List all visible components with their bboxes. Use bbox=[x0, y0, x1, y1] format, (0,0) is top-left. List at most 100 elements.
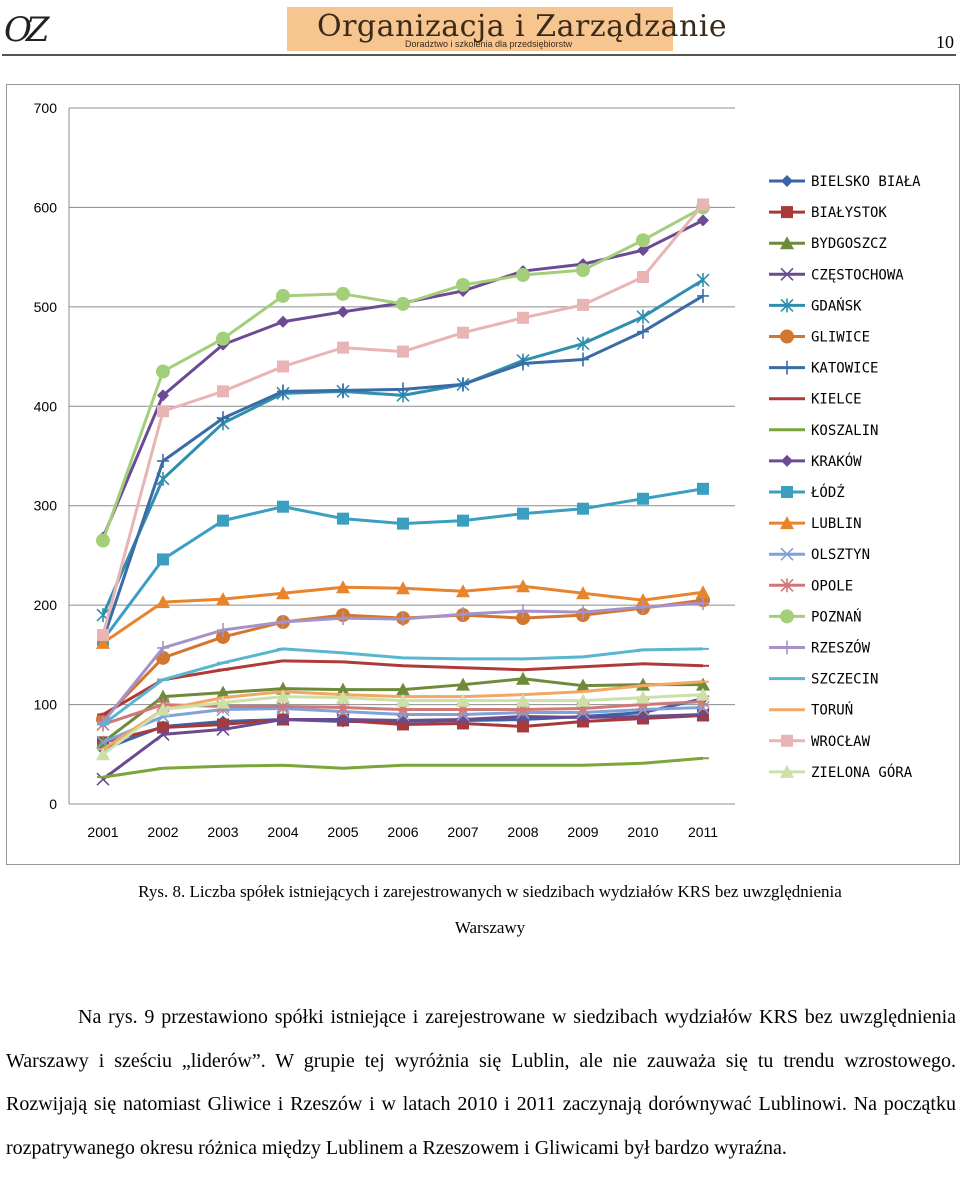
y-tick-label: 600 bbox=[34, 199, 58, 215]
x-tick-label: 2011 bbox=[688, 824, 718, 840]
data-point bbox=[397, 517, 409, 530]
legend-label: KATOWICE bbox=[811, 361, 878, 377]
data-point bbox=[157, 553, 169, 566]
legend-label: KIELCE bbox=[811, 392, 862, 408]
data-point bbox=[576, 693, 590, 707]
series-line bbox=[101, 203, 705, 636]
data-point bbox=[517, 507, 529, 520]
legend-label: TORUŃ bbox=[811, 702, 853, 719]
data-point bbox=[216, 722, 230, 736]
legend-label: CZĘSTOCHOWA bbox=[811, 267, 904, 283]
legend-label: KOSZALIN bbox=[811, 423, 878, 439]
brand-banner: Organizacja i Zarządzanie Doradztwo i sz… bbox=[287, 7, 727, 51]
data-point bbox=[576, 263, 590, 278]
data-point bbox=[637, 271, 649, 284]
legend-label: KRAKÓW bbox=[811, 452, 862, 470]
y-tick-label: 100 bbox=[34, 697, 58, 713]
legend-marker bbox=[780, 609, 794, 624]
data-point bbox=[156, 727, 170, 741]
data-point bbox=[217, 411, 229, 426]
data-point bbox=[277, 315, 289, 328]
data-point bbox=[337, 512, 349, 525]
data-point bbox=[456, 277, 470, 292]
data-point bbox=[637, 492, 649, 505]
figure-caption-line-2: Warszawy bbox=[454, 918, 526, 937]
data-point bbox=[217, 385, 229, 398]
line-chart: 0 100 200 300 400 500 600 700 2001 2002 2003 2004 20… bbox=[34, 100, 922, 840]
brand-title: Organizacja i Zarządzanie bbox=[317, 9, 728, 44]
data-point bbox=[457, 326, 469, 339]
data-point bbox=[336, 580, 350, 594]
data-point bbox=[516, 268, 530, 283]
x-tick-label: 2006 bbox=[387, 824, 418, 840]
data-point bbox=[216, 592, 230, 606]
x-tick-label: 2009 bbox=[567, 824, 598, 840]
data-point bbox=[516, 693, 530, 707]
data-point bbox=[397, 612, 409, 627]
legend-label: WROCŁAW bbox=[811, 734, 871, 750]
legend-marker bbox=[781, 206, 793, 219]
data-point bbox=[696, 687, 710, 701]
legend-marker bbox=[781, 486, 793, 498]
legend-marker bbox=[781, 640, 793, 655]
data-point bbox=[577, 605, 589, 620]
legend-marker bbox=[781, 734, 793, 747]
data-point bbox=[397, 345, 409, 358]
data-point bbox=[96, 747, 110, 761]
data-point bbox=[456, 584, 470, 598]
legend-marker bbox=[780, 764, 794, 778]
data-point bbox=[216, 695, 230, 709]
legend-marker bbox=[780, 547, 794, 561]
data-point bbox=[277, 500, 289, 513]
legend-marker bbox=[780, 298, 794, 313]
chart-frame: 0 100 200 300 400 500 600 700 2001 2002 2003 2004 20… bbox=[6, 84, 960, 865]
figure-caption: Rys. 8. Liczba spółek istniejących i zar… bbox=[138, 882, 842, 901]
legend-label: ZIELONA GÓRA bbox=[811, 763, 913, 781]
data-point bbox=[697, 288, 709, 303]
legend-marker bbox=[780, 236, 794, 250]
data-point bbox=[517, 356, 529, 371]
legend-label: BYDGOSZCZ bbox=[811, 236, 887, 252]
data-point bbox=[156, 689, 170, 703]
data-point bbox=[697, 214, 709, 227]
data-point bbox=[157, 721, 169, 734]
data-point bbox=[517, 720, 529, 733]
y-tick-label: 500 bbox=[34, 299, 58, 315]
data-point bbox=[636, 690, 650, 704]
x-tick-label: 2007 bbox=[447, 824, 478, 840]
data-point bbox=[457, 514, 469, 527]
header-rule bbox=[2, 54, 956, 56]
legend-label: LUBLIN bbox=[811, 516, 862, 532]
data-point bbox=[517, 604, 529, 619]
legend-label: POZNAŃ bbox=[811, 608, 862, 625]
data-point bbox=[636, 593, 650, 607]
data-point bbox=[336, 690, 350, 704]
legend-label: BIAŁYSTOK bbox=[811, 205, 887, 221]
data-point bbox=[576, 336, 590, 351]
data-point bbox=[577, 298, 589, 311]
x-tick-label: 2004 bbox=[267, 824, 298, 840]
oz-logo: OZ bbox=[4, 10, 49, 50]
data-point bbox=[337, 305, 349, 318]
data-point bbox=[217, 514, 229, 527]
series-line bbox=[101, 219, 704, 539]
data-point bbox=[457, 377, 469, 392]
data-point bbox=[276, 689, 290, 703]
data-point bbox=[637, 324, 649, 339]
data-point bbox=[96, 772, 110, 786]
data-point bbox=[697, 482, 709, 495]
data-point bbox=[157, 389, 169, 402]
data-point bbox=[277, 615, 289, 630]
data-point bbox=[156, 595, 170, 609]
data-point bbox=[636, 309, 650, 324]
y-tick-label: 200 bbox=[34, 597, 58, 613]
legend-marker bbox=[781, 360, 793, 375]
data-point bbox=[276, 586, 290, 600]
data-point bbox=[577, 352, 589, 367]
legend-marker bbox=[781, 175, 793, 187]
data-point bbox=[277, 384, 289, 399]
legend-label: SZCZECIN bbox=[811, 672, 878, 688]
y-tick-label: 300 bbox=[34, 498, 58, 514]
data-point bbox=[396, 713, 410, 728]
data-point bbox=[456, 693, 470, 707]
